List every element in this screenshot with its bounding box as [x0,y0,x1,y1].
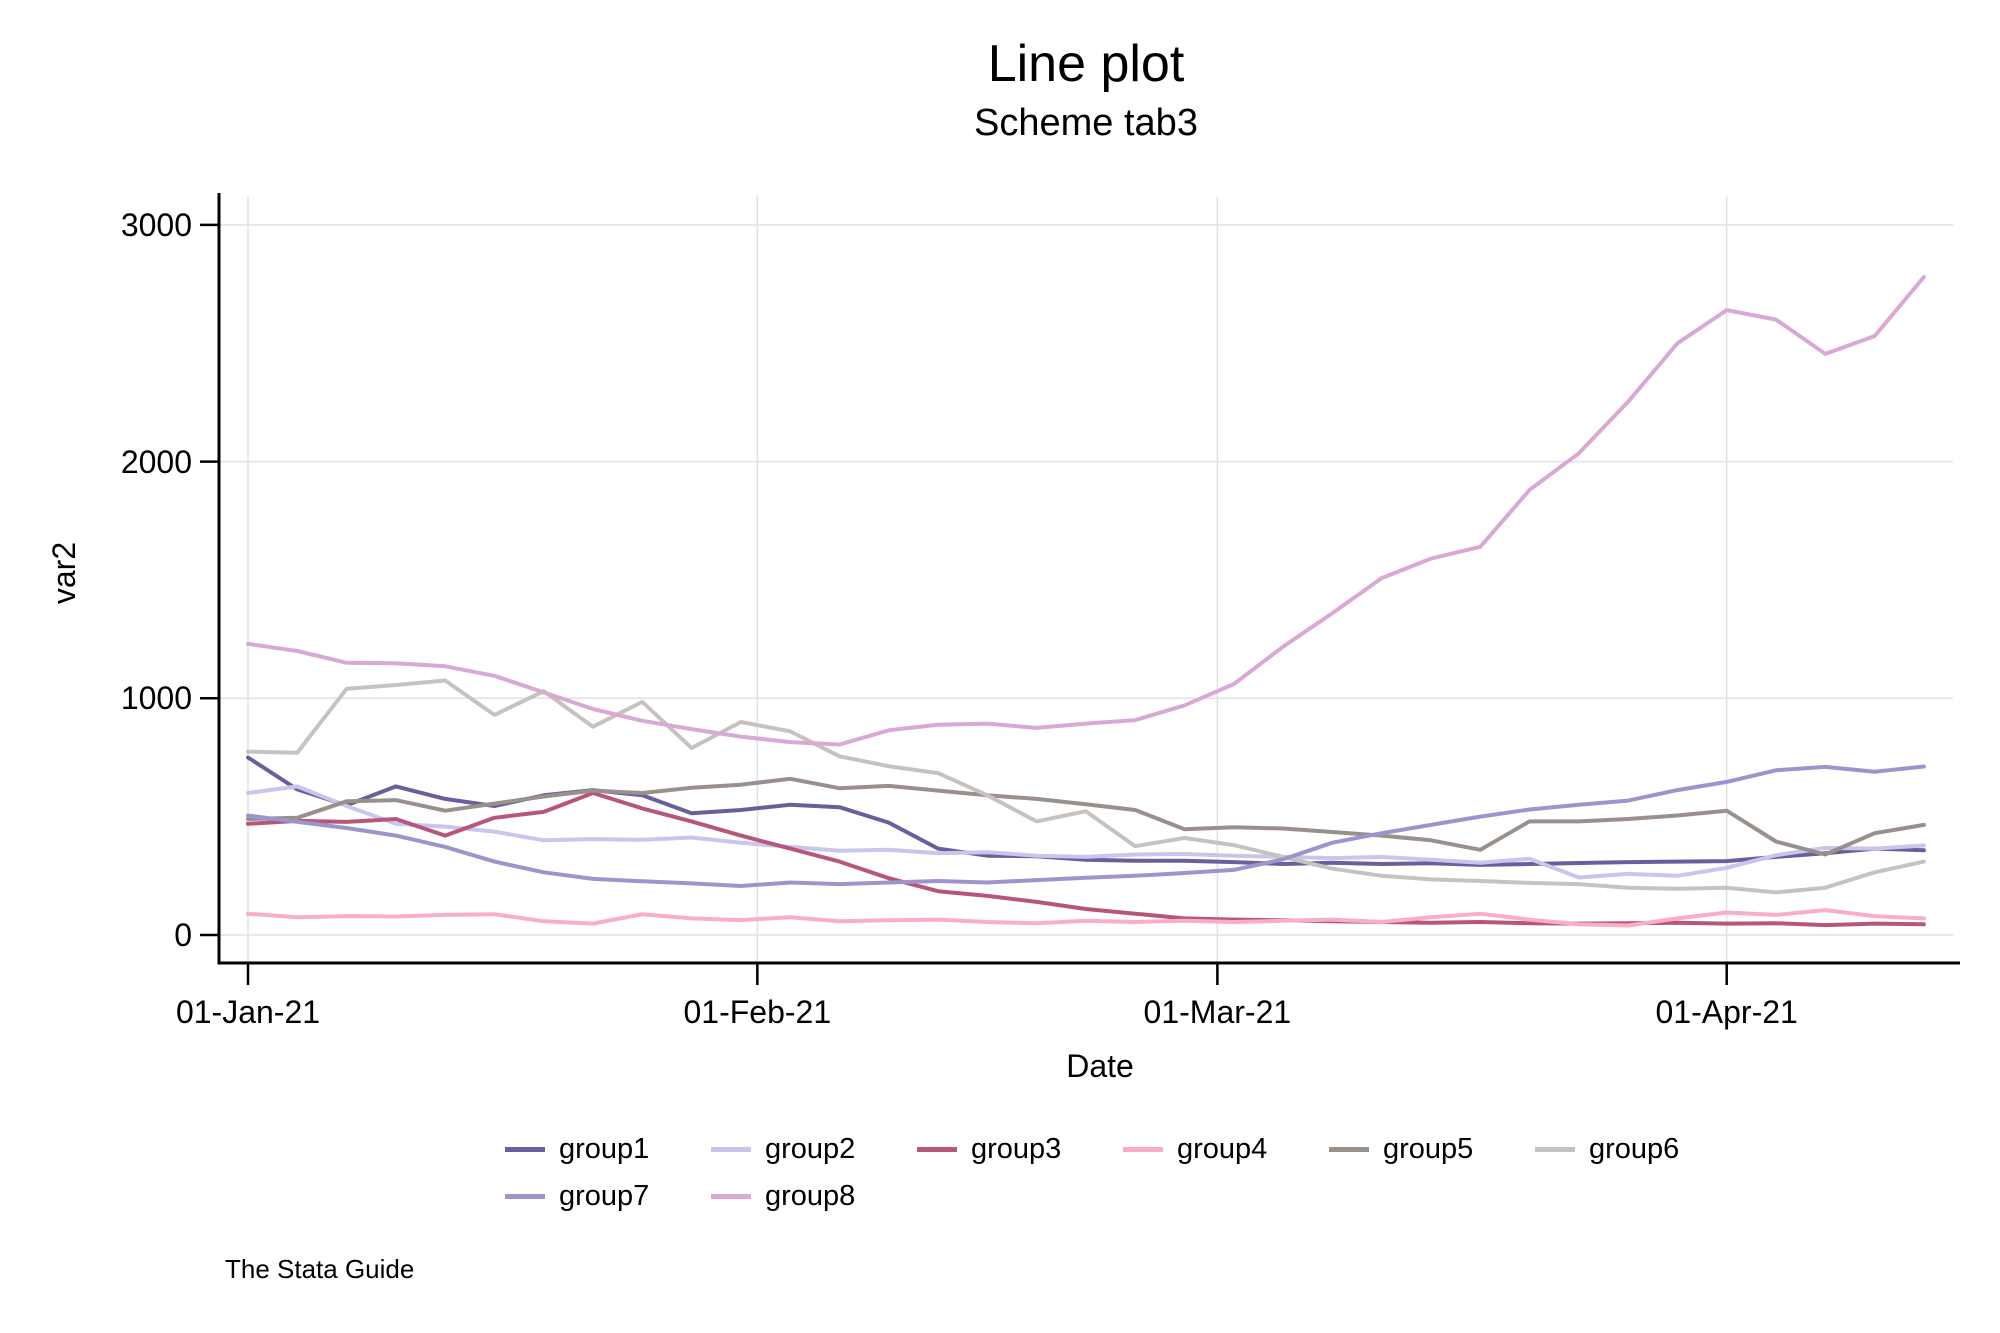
legend-swatch-group4 [1123,1146,1163,1152]
chart-caption: The Stata Guide [225,1254,415,1284]
x-tick-label: 01-Feb-21 [683,994,832,1030]
series-line-group6 [246,678,1926,895]
legend-item-group6: group6 [1535,1132,1741,1165]
x-tick-label: 01-Jan-21 [175,994,321,1030]
legend-swatch-group6 [1535,1146,1575,1152]
series-line-group5 [246,776,1926,857]
legend-item-group2: group2 [711,1132,917,1165]
legend-item-group5: group5 [1329,1132,1535,1165]
legend-label-group4: group4 [1177,1132,1268,1165]
legend-item-group1: group1 [505,1132,711,1165]
y-tick-label: 2000 [120,443,192,480]
legend-label-group1: group1 [559,1132,650,1165]
legend-item-group4: group4 [1123,1132,1329,1165]
series-line-group2 [246,784,1926,880]
legend-swatch-group2 [711,1146,751,1152]
y-tick-label: 0 [174,917,192,953]
legend-item-group7: group7 [505,1179,711,1212]
legend-label-group7: group7 [559,1179,650,1212]
chart-title: Line plot [987,35,1185,93]
legend-label-group3: group3 [971,1132,1062,1165]
legend-swatch-group1 [505,1146,545,1152]
legend-swatch-group7 [505,1193,545,1199]
legend-label-group6: group6 [1589,1132,1680,1165]
chart-subtitle: Scheme tab3 [974,102,1198,144]
x-axis-title: Date [1066,1048,1134,1084]
legend: group1 group2 group3 group4 group5 group6 grou… [505,1132,1741,1212]
legend-label-group2: group2 [765,1132,856,1165]
y-axis-title: var2 [46,541,82,605]
legend-swatch-group5 [1329,1146,1369,1152]
legend-item-group3: group3 [917,1132,1123,1165]
x-tick-label: 01-Apr-21 [1655,994,1798,1030]
series-line-group4 [246,908,1926,928]
series-line-group8 [246,275,1926,747]
legend-label-group5: group5 [1383,1132,1474,1165]
y-tick-label: 3000 [120,206,192,243]
series-line-group7 [246,764,1926,888]
legend-item-group8: group8 [711,1179,917,1212]
y-tick-label: 1000 [120,680,192,717]
x-tick-label: 01-Mar-21 [1143,994,1292,1030]
legend-swatch-group3 [917,1146,957,1152]
legend-swatch-group8 [711,1193,751,1199]
legend-label-group8: group8 [765,1179,856,1212]
